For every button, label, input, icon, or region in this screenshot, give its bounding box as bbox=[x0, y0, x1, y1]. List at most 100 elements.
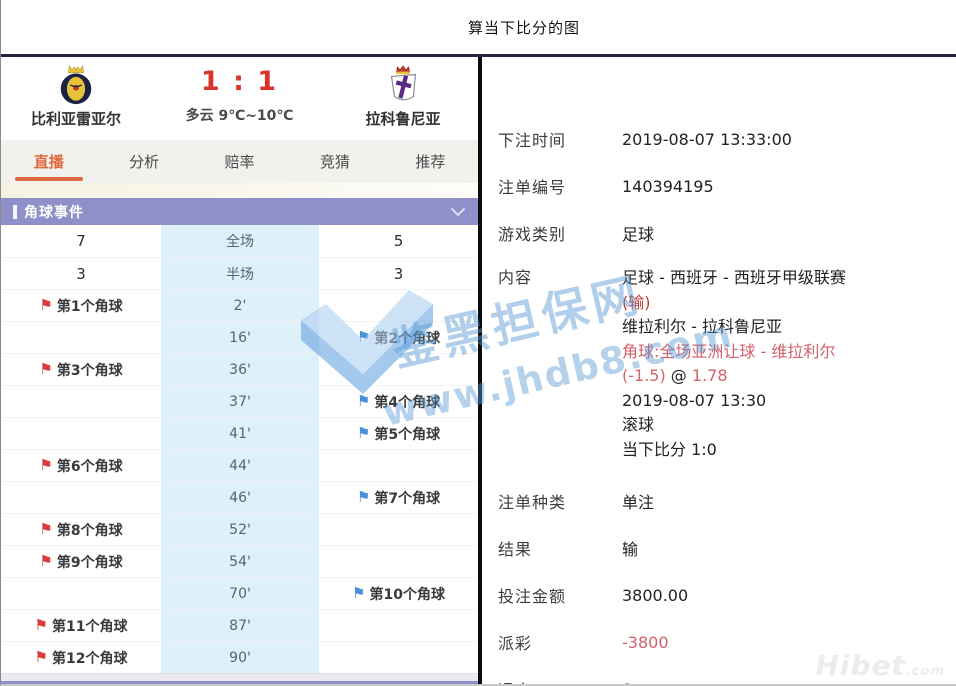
active-tab-underline bbox=[14, 177, 83, 181]
bet-row-ticket: 注单编号 140394195 bbox=[482, 172, 956, 200]
away-team-name: 拉科鲁尼亚 bbox=[365, 110, 441, 128]
corner-event-label: 第7个角球 bbox=[374, 490, 441, 507]
corner-event-label: 第12个角球 bbox=[51, 650, 128, 667]
corner-events-header[interactable]: 角球事件 bbox=[1, 198, 478, 225]
content-bet-market: 角球:全场亚洲让球 - 维拉利尔 bbox=[622, 341, 836, 361]
tab-live[interactable]: 直播 bbox=[1, 140, 96, 183]
corner-event-label: 第3个角球 bbox=[56, 362, 123, 379]
content-match-time: 2019-08-07 13:30 bbox=[622, 390, 767, 410]
corner-minute: 54' bbox=[161, 546, 319, 577]
corner-minute: 41' bbox=[161, 418, 319, 449]
match-panel: 比利亚雷亚尔 1 : 1 多云 9℃~10℃ 拉科鲁尼亚 bbox=[1, 60, 478, 684]
content-handicap: (-1.5) bbox=[622, 366, 666, 385]
corner-flag-blue-icon: ⚑ bbox=[352, 584, 366, 602]
tab-odds[interactable]: 赔率 bbox=[224, 153, 255, 171]
panel-divider bbox=[478, 57, 482, 684]
corner-minute: 36' bbox=[161, 354, 319, 385]
bet-row-rebate: 退水 0 bbox=[482, 675, 956, 685]
tab-recommend[interactable]: 推荐 bbox=[415, 153, 446, 171]
content-label: 内容 bbox=[498, 268, 533, 287]
tab-analysis[interactable]: 分析 bbox=[129, 153, 160, 171]
corner-minute: 16' bbox=[161, 322, 319, 353]
content-value: 足球 - 西班牙 - 西班牙甲级联赛 (输) 维拉利尔 - 拉科鲁尼亚 角球:全… bbox=[622, 266, 846, 462]
bet-row-amount: 投注金额 3800.00 bbox=[482, 581, 956, 609]
bet-row-result: 结果 输 bbox=[482, 534, 956, 562]
section-marker bbox=[13, 204, 17, 219]
home-team-logo-icon bbox=[60, 65, 92, 105]
bet-details-panel: 下注时间 2019-08-07 13:33:00 注单编号 140394195 … bbox=[482, 57, 956, 685]
content-at-sign: @ bbox=[670, 366, 687, 385]
amount-label: 投注金额 bbox=[498, 587, 567, 606]
table-row: ⚑ 第12个角球 90' bbox=[1, 641, 478, 673]
corner-minute: 70' bbox=[161, 578, 319, 609]
corner-event-label: 第9个角球 bbox=[56, 554, 123, 571]
match-header: 比利亚雷亚尔 1 : 1 多云 9℃~10℃ 拉科鲁尼亚 bbox=[1, 60, 478, 140]
bet-row-gametype: 游戏类别 足球 bbox=[482, 219, 956, 247]
corner-minute: 2' bbox=[161, 290, 319, 321]
bet-row-kind: 注单种类 单注 bbox=[482, 487, 956, 515]
corner-event-label: 第10个角球 bbox=[369, 586, 445, 603]
corner-minute: 46' bbox=[161, 482, 319, 513]
corner-event-label: 第4个角球 bbox=[374, 394, 441, 411]
corner-flag-red-icon: ⚑ bbox=[39, 552, 53, 570]
next-section-header-partial bbox=[1, 681, 478, 684]
result-value: 输 bbox=[622, 540, 639, 559]
table-row: 3 半场 3 bbox=[1, 257, 478, 289]
table-row: ⚑ 第8个角球 52' bbox=[1, 513, 478, 545]
corner-flag-red-icon: ⚑ bbox=[39, 360, 53, 378]
table-row: 46' ⚑ 第7个角球 bbox=[1, 481, 478, 513]
corner-flag-red-icon: ⚑ bbox=[34, 616, 48, 634]
away-fulltime-corners: 5 bbox=[393, 232, 404, 250]
corner-event-label: 第6个角球 bbox=[56, 458, 123, 475]
content-current-score: 当下比分 1:0 bbox=[622, 439, 717, 459]
page-title: 算当下比分的图 bbox=[467, 18, 580, 37]
corner-event-label: 第5个角球 bbox=[374, 426, 441, 443]
content-matchup: 维拉利尔 - 拉科鲁尼亚 bbox=[622, 317, 782, 336]
table-row: 7 全场 5 bbox=[1, 225, 478, 257]
corner-flag-blue-icon: ⚑ bbox=[356, 424, 371, 442]
payout-value: -3800 bbox=[622, 632, 669, 652]
bet-row-content: 内容 足球 - 西班牙 - 西班牙甲级联赛 (输) 维拉利尔 - 拉科鲁尼亚 角… bbox=[482, 266, 956, 462]
content-league: 足球 - 西班牙 - 西班牙甲级联赛 bbox=[622, 268, 846, 287]
bet-row-time: 下注时间 2019-08-07 13:33:00 bbox=[482, 125, 956, 153]
bet-row-payout: 派彩 -3800 bbox=[482, 628, 956, 656]
ticket-no-label: 注单编号 bbox=[498, 178, 567, 197]
corner-flag-blue-icon: ⚑ bbox=[356, 488, 371, 506]
corner-flag-red-icon: ⚑ bbox=[39, 456, 53, 474]
home-fulltime-corners: 7 bbox=[76, 232, 86, 250]
corner-flag-red-icon: ⚑ bbox=[34, 648, 48, 666]
content-live-tag: 滚球 bbox=[622, 415, 655, 434]
chevron-down-icon[interactable] bbox=[450, 207, 466, 217]
away-team: 拉科鲁尼亚 bbox=[328, 60, 478, 140]
table-row: ⚑ 第3个角球 36' bbox=[1, 353, 478, 385]
content-odds-line: (-1.5) @ 1.78 bbox=[622, 364, 846, 389]
weather-info: 多云 9℃~10℃ bbox=[185, 108, 294, 124]
home-halftime-corners: 3 bbox=[76, 264, 86, 283]
home-team: 比利亚雷亚尔 bbox=[1, 60, 151, 140]
corner-event-label: 第1个角球 bbox=[56, 298, 123, 315]
table-row: ⚑ 第6个角球 44' bbox=[1, 449, 478, 481]
tab-guess[interactable]: 竞猜 bbox=[319, 153, 350, 171]
corner-minute: 37' bbox=[161, 386, 319, 417]
content-odds-value: 1.78 bbox=[691, 366, 728, 385]
period-label: 全场 bbox=[161, 225, 319, 257]
away-team-logo-icon bbox=[390, 65, 417, 101]
corner-event-label: 第2个角球 bbox=[374, 330, 441, 347]
table-row: 37' ⚑ 第4个角球 bbox=[1, 385, 478, 417]
corner-flag-blue-icon: ⚑ bbox=[356, 328, 371, 346]
corner-flag-blue-icon: ⚑ bbox=[356, 392, 371, 410]
corner-event-label: 第8个角球 bbox=[56, 522, 123, 539]
ticket-no-value: 140394195 bbox=[622, 176, 714, 196]
table-row: ⚑ 第9个角球 54' bbox=[1, 545, 478, 577]
bet-time-label: 下注时间 bbox=[498, 131, 567, 150]
amount-value: 3800.00 bbox=[622, 585, 689, 605]
table-row: 41' ⚑ 第5个角球 bbox=[1, 417, 478, 449]
corner-minute: 52' bbox=[161, 514, 319, 545]
corner-minute: 44' bbox=[161, 450, 319, 481]
rebate-value: 0 bbox=[622, 680, 632, 685]
table-row: ⚑ 第11个角球 87' bbox=[1, 609, 478, 641]
corner-flag-red-icon: ⚑ bbox=[39, 296, 53, 314]
game-type-value: 足球 bbox=[622, 225, 655, 244]
rebate-label: 退水 bbox=[482, 677, 622, 684]
